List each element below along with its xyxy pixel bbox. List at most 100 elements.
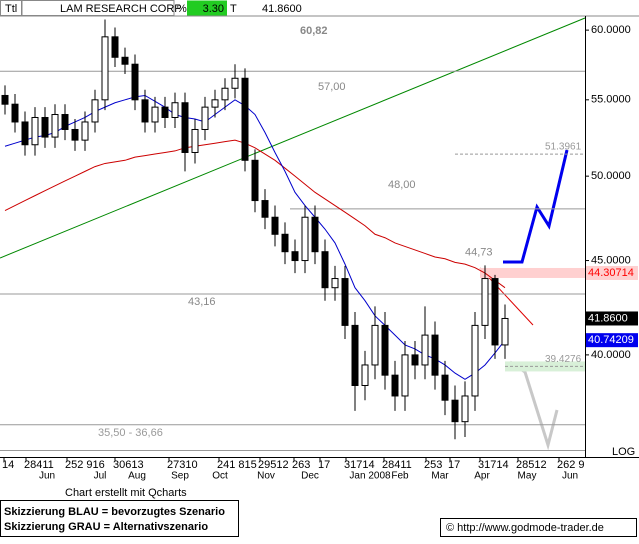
candle-body [11,103,19,123]
candle-body [501,317,509,346]
candle-body [111,36,119,58]
last-price: 41.8600 [262,3,302,15]
legend-blue: Skizzierung BLAU = bevorzugtes Szenario [4,506,225,518]
candle-body [311,216,319,253]
x-month-label: Dec [301,471,319,482]
candle-body [291,251,299,262]
candle-body [91,99,99,123]
target-label: 39.4276 [545,354,582,365]
candle-body [481,278,489,326]
candle-body [451,399,459,423]
candle-body [31,116,39,146]
x-month-label: Jan 2008 [349,471,391,482]
candle-body [471,324,479,397]
candle-body [101,36,109,101]
x-month-label: Apr [474,471,490,482]
level-label: 48,00 [388,179,416,191]
x-month-label: Nov [257,471,275,482]
candle-body [391,374,399,397]
candle-body [421,334,429,366]
resistance-band [480,267,585,278]
x-month-label: Jun [562,471,578,482]
y-tick-label: 50.0000 [591,170,631,182]
legend-grey: Skizzierung GRAU = Alternativszenario [4,521,208,533]
candle-body [181,102,189,153]
price-marker-label: 41.8600 [588,312,628,324]
x-month-label: Aug [128,471,146,482]
candle-body [351,324,359,386]
legend-box [0,500,239,537]
candle-body [341,278,349,326]
candle-body [51,114,59,138]
y-tick-label: 55.0000 [591,94,631,106]
x-day-label: 17 [448,459,460,471]
candle-body [211,99,219,108]
candle-body [441,374,449,401]
y-tick-label: 45.0000 [591,254,631,266]
moving-average [4,139,506,289]
y-tick-label: 40.0000 [591,349,631,361]
candle-body [161,106,169,118]
candle-body [241,77,249,161]
candle-body [491,278,499,346]
source-box [440,518,637,537]
price-marker-label: 40.74209 [588,334,634,346]
x-day-label: 253 [424,459,442,471]
candle-body [171,102,179,118]
price-marker [586,265,638,280]
candle-body [411,354,419,366]
candle-body [21,121,29,146]
candle-body [401,354,409,397]
candle-body [231,77,239,89]
x-day-label: 31714 [478,459,509,471]
candle-body [141,99,149,123]
candle-body [271,216,279,235]
security-name: LAM RESEARCH CORP [60,3,182,15]
candle-body [81,121,89,141]
price-marker [586,333,638,348]
x-day-label: 31714 [344,459,375,471]
candle-body [261,200,269,218]
x-day-label: 29512 [258,459,289,471]
price-marker-label: 44.30714 [588,267,634,279]
x-month-label: Jun [39,471,55,482]
source: © http://www.godmode-trader.de [446,522,604,534]
candle-body [461,395,469,423]
x-month-label: Sep [171,471,189,482]
candle-body [41,116,49,138]
x-month-label: Jul [94,471,107,482]
level-label: 43,16 [188,296,216,308]
pct-value: 3.30 [203,3,224,15]
x-month-label: Feb [391,471,409,482]
candle-body [121,56,129,65]
x-month-label: Mar [431,471,449,482]
candle-body [201,106,209,130]
log-label: LOG [612,446,635,458]
y-tick-label: 60.0000 [591,24,631,36]
peak-label: 44,73 [465,246,493,258]
candle-body [1,94,9,105]
x-day-label: 17 [318,459,330,471]
level-label: 57,00 [318,81,346,93]
blue-scenario [503,149,569,264]
candle-body [71,128,79,141]
zone-label: 35,50 - 36,66 [98,427,163,439]
credit: Chart erstellt mit Qcharts [65,487,187,499]
candle-body [361,364,369,386]
x-day-label: 252 916 [65,459,105,471]
candle-body [191,128,199,153]
candle-body [251,159,259,202]
candle-body [221,87,229,101]
x-day-label: 28411 [382,459,412,471]
candle-body [321,251,329,289]
candle-body [61,114,69,130]
candle-body [431,334,439,376]
candle-body [381,324,389,376]
pct-label: % [177,3,187,15]
t-label: T [230,3,237,15]
candle-body [301,216,309,262]
peak-label: 60,82 [300,25,328,37]
x-day-label: 30613 [113,459,144,471]
trendline [0,17,586,259]
